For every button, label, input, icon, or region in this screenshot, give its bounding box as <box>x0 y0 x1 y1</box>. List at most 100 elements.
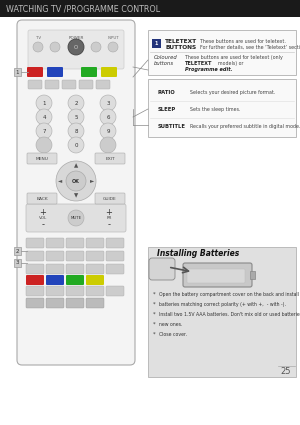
Circle shape <box>36 95 52 111</box>
FancyBboxPatch shape <box>66 286 84 296</box>
Text: Close cover.: Close cover. <box>159 332 187 337</box>
FancyBboxPatch shape <box>106 286 124 296</box>
FancyBboxPatch shape <box>26 238 44 248</box>
Text: Sets the sleep times.: Sets the sleep times. <box>190 107 241 111</box>
Text: 8: 8 <box>74 128 78 133</box>
FancyBboxPatch shape <box>95 153 125 164</box>
Text: *: * <box>153 292 156 297</box>
Circle shape <box>36 123 52 139</box>
Circle shape <box>91 42 101 52</box>
Text: MUTE: MUTE <box>70 216 82 220</box>
FancyBboxPatch shape <box>26 275 44 285</box>
Text: ►: ► <box>90 178 94 184</box>
Text: RATIO: RATIO <box>158 90 176 94</box>
Circle shape <box>68 123 84 139</box>
Text: POWER: POWER <box>68 36 84 40</box>
Circle shape <box>68 109 84 125</box>
Text: PR: PR <box>106 216 112 220</box>
Text: *: * <box>153 332 156 337</box>
Text: Programme edit.: Programme edit. <box>185 66 232 71</box>
FancyBboxPatch shape <box>26 286 44 296</box>
Text: 7: 7 <box>42 128 46 133</box>
Text: *: * <box>153 322 156 327</box>
Text: 3: 3 <box>106 100 110 105</box>
Text: WATCHING TV /PROGRAMME CONTROL: WATCHING TV /PROGRAMME CONTROL <box>6 5 160 14</box>
Text: O: O <box>74 45 78 49</box>
FancyBboxPatch shape <box>187 269 245 283</box>
FancyBboxPatch shape <box>149 258 175 280</box>
Text: Recalls your preferred subtitle in digital mode.: Recalls your preferred subtitle in digit… <box>190 124 300 128</box>
Text: 9: 9 <box>106 128 110 133</box>
Bar <box>152 39 161 48</box>
FancyBboxPatch shape <box>26 298 44 308</box>
FancyBboxPatch shape <box>46 298 64 308</box>
Circle shape <box>68 95 84 111</box>
FancyBboxPatch shape <box>86 251 104 261</box>
Text: ▼: ▼ <box>74 193 78 198</box>
FancyBboxPatch shape <box>86 298 104 308</box>
FancyBboxPatch shape <box>27 67 43 77</box>
Text: 5: 5 <box>74 114 78 119</box>
Text: Open the battery compartment cover on the back and install the: Open the battery compartment cover on th… <box>159 292 300 297</box>
Circle shape <box>100 109 116 125</box>
Text: buttons: buttons <box>154 60 174 65</box>
FancyBboxPatch shape <box>148 79 296 137</box>
Circle shape <box>100 95 116 111</box>
Text: +: + <box>106 207 112 216</box>
Text: BACK: BACK <box>36 196 48 201</box>
Text: +: + <box>40 207 46 216</box>
Text: 4: 4 <box>42 114 46 119</box>
Text: 2: 2 <box>74 100 78 105</box>
FancyBboxPatch shape <box>81 67 97 77</box>
FancyBboxPatch shape <box>66 298 84 308</box>
Text: 6: 6 <box>106 114 110 119</box>
Circle shape <box>108 42 118 52</box>
Circle shape <box>56 161 96 201</box>
FancyBboxPatch shape <box>46 275 64 285</box>
Text: 1: 1 <box>16 70 19 74</box>
Bar <box>0 0 300 17</box>
Text: new ones.: new ones. <box>159 322 182 327</box>
Circle shape <box>36 109 52 125</box>
Text: 1: 1 <box>155 41 158 46</box>
Circle shape <box>100 123 116 139</box>
Text: 3: 3 <box>16 261 19 266</box>
Text: ▲: ▲ <box>74 164 78 168</box>
FancyBboxPatch shape <box>28 30 124 69</box>
Circle shape <box>100 137 116 153</box>
Text: -: - <box>41 221 44 230</box>
Text: 2: 2 <box>16 249 19 253</box>
Text: -: - <box>107 221 110 230</box>
Text: *: * <box>153 302 156 307</box>
Circle shape <box>33 42 43 52</box>
Circle shape <box>66 171 86 191</box>
FancyBboxPatch shape <box>148 247 296 377</box>
FancyBboxPatch shape <box>66 264 84 274</box>
Text: For further details, see the ‘Teletext’ section.: For further details, see the ‘Teletext’ … <box>200 45 300 49</box>
FancyBboxPatch shape <box>66 275 84 285</box>
FancyBboxPatch shape <box>26 264 44 274</box>
Text: Coloured: Coloured <box>154 54 178 60</box>
Text: 1: 1 <box>42 100 46 105</box>
Circle shape <box>36 137 52 153</box>
FancyBboxPatch shape <box>46 238 64 248</box>
FancyBboxPatch shape <box>26 251 44 261</box>
FancyBboxPatch shape <box>26 204 126 232</box>
FancyBboxPatch shape <box>106 238 124 248</box>
Circle shape <box>68 137 84 153</box>
Circle shape <box>68 210 84 226</box>
FancyBboxPatch shape <box>95 193 125 204</box>
Text: 25: 25 <box>281 366 291 376</box>
FancyBboxPatch shape <box>46 251 64 261</box>
Text: MENU: MENU <box>36 156 48 161</box>
Text: SLEEP: SLEEP <box>158 107 176 111</box>
Text: GUIDE: GUIDE <box>103 196 117 201</box>
Text: Selects your desired picture format.: Selects your desired picture format. <box>190 90 275 94</box>
Circle shape <box>50 42 60 52</box>
Bar <box>14 68 21 76</box>
FancyBboxPatch shape <box>46 286 64 296</box>
FancyBboxPatch shape <box>27 153 57 164</box>
FancyBboxPatch shape <box>17 20 135 365</box>
Text: TELETEXT: TELETEXT <box>165 39 197 43</box>
Text: VOL: VOL <box>39 216 47 220</box>
